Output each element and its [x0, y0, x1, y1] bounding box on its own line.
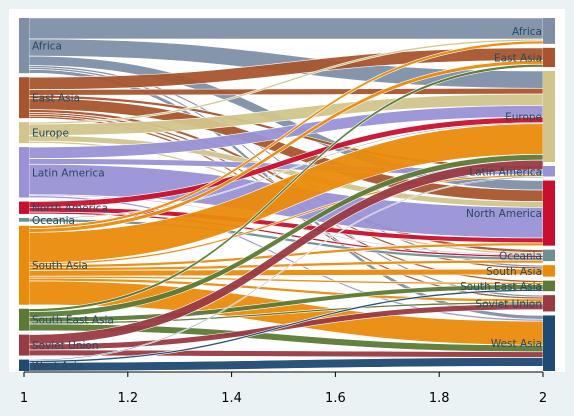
- right-node-soviet-union: [543, 295, 555, 312]
- right-label-europe: Europe: [505, 112, 542, 124]
- left-label-north-america: North America: [32, 203, 108, 215]
- right-node-europe: [543, 71, 555, 162]
- left-node-north-america: [19, 201, 29, 214]
- flow-south-east-asia-to-east-asia: [28, 63, 544, 312]
- x-tick-label: 2: [539, 391, 547, 406]
- left-node-africa: [19, 18, 29, 74]
- left-node-soviet-union: [19, 334, 29, 356]
- x-axis: 1 1.2 1.4 1.6 1.8 2: [20, 371, 547, 406]
- nodes-layer: [19, 18, 555, 371]
- right-node-south-east-asia: [543, 280, 555, 292]
- left-node-south-asia: [19, 225, 29, 305]
- left-label-africa: Africa: [32, 41, 62, 53]
- left-node-oceania: [19, 217, 29, 222]
- left-label-europe: Europe: [32, 128, 69, 140]
- right-label-north-america: North America: [466, 208, 542, 220]
- right-label-west-asia: West Asia: [491, 338, 542, 350]
- flow-east-asia-to-europe: [28, 87, 544, 96]
- right-label-latin-america: Latin America: [469, 166, 542, 178]
- left-label-south-east-asia: South East Asia: [32, 315, 114, 327]
- flow-south-asia-to-south-asia: [28, 268, 544, 277]
- left-node-europe: [19, 122, 29, 144]
- right-node-east-asia: [543, 47, 555, 68]
- left-label-oceania: Oceania: [32, 215, 75, 227]
- x-tick-label: 1.6: [325, 391, 346, 406]
- right-node-latin-america: [543, 165, 555, 177]
- left-node-south-east-asia: [19, 308, 29, 331]
- right-node-north-america: [543, 180, 555, 246]
- left-node-west-asia: [19, 359, 29, 371]
- left-node-latin-america: [19, 147, 29, 198]
- right-label-africa: Africa: [512, 26, 542, 38]
- left-label-south-asia: South Asia: [32, 260, 88, 272]
- right-label-south-asia: South Asia: [486, 266, 542, 278]
- right-node-west-asia: [543, 315, 555, 371]
- flows-layer: [28, 17, 544, 372]
- flow-south-asia-to-oceania: [28, 259, 544, 271]
- x-tick-label: 1: [20, 391, 28, 406]
- left-label-soviet-union: Soviet Union: [32, 340, 98, 352]
- right-label-south-east-asia: South East Asia: [460, 281, 542, 293]
- flow-west-asia-to-latin-america: [28, 176, 544, 361]
- right-label-soviet-union: Soviet Union: [476, 298, 542, 310]
- right-node-south-asia: [543, 265, 555, 277]
- right-label-oceania: Oceania: [499, 250, 542, 262]
- labels-layer: Africa East Asia Europe Latin America North …: [32, 26, 542, 372]
- right-node-oceania: [543, 249, 555, 262]
- left-node-east-asia: [19, 77, 29, 119]
- x-tick-label: 1.4: [221, 391, 242, 406]
- x-tick-label: 1.2: [117, 391, 138, 406]
- right-node-africa: [543, 18, 555, 44]
- x-tick-label: 1.8: [429, 391, 450, 406]
- left-label-latin-america: Latin America: [32, 167, 105, 179]
- right-label-east-asia: East Asia: [494, 52, 542, 64]
- left-label-east-asia: East Asia: [32, 93, 80, 105]
- left-label-west-asia: West Asia: [32, 360, 83, 372]
- flow-africa-to-africa: [28, 17, 544, 40]
